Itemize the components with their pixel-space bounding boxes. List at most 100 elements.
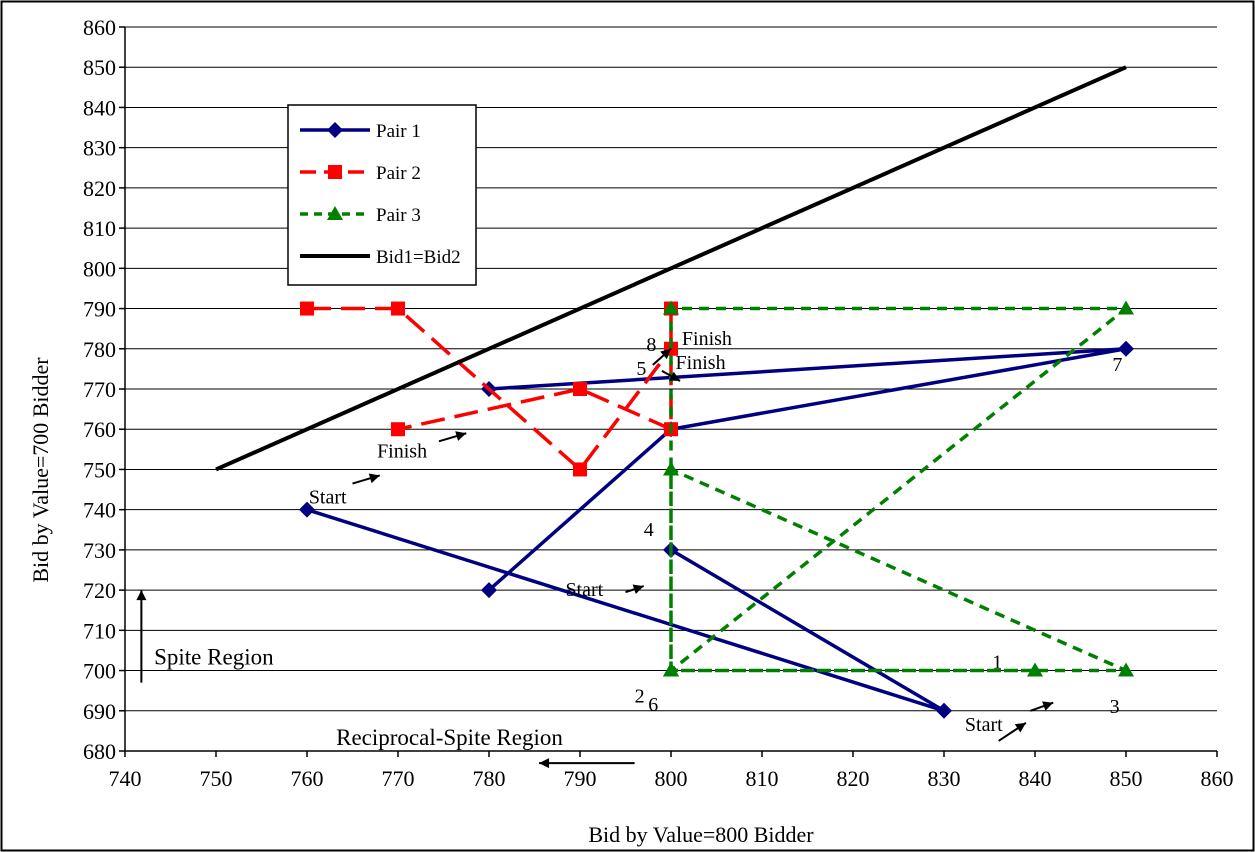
legend-item: Pair 2 xyxy=(300,163,421,184)
x-tick-label: 860 xyxy=(1201,766,1234,791)
data-point xyxy=(1118,300,1134,315)
y-tick-label: 740 xyxy=(83,498,116,523)
annotation-label: 4 xyxy=(644,519,654,541)
series-line xyxy=(215,65,1127,472)
legend-item: Pair 1 xyxy=(300,121,421,142)
y-tick-label: 730 xyxy=(83,538,116,563)
legend-item: Pair 3 xyxy=(300,205,421,226)
data-point xyxy=(300,301,314,316)
region-arrow-head xyxy=(136,590,147,601)
annotation-arrow-head xyxy=(668,371,681,381)
data-point xyxy=(663,300,679,315)
series-pair-3 xyxy=(663,300,1134,677)
annotation-arrow xyxy=(998,722,1027,742)
legend-label: Pair 3 xyxy=(376,205,421,226)
x-tick-label: 740 xyxy=(109,766,142,791)
annotation-arrow-head xyxy=(455,431,467,441)
data-point xyxy=(1118,340,1134,357)
y-tick-label: 790 xyxy=(83,297,116,322)
legend-label: Pair 2 xyxy=(376,163,421,184)
annotation-arrow-head xyxy=(1014,722,1026,733)
x-tick-label: 820 xyxy=(837,766,870,791)
x-tick-label: 760 xyxy=(291,766,324,791)
legend-label: Pair 1 xyxy=(376,121,421,142)
series-line xyxy=(669,306,1128,673)
annotation-arrow-head xyxy=(632,584,644,594)
annotation-arrow xyxy=(352,473,381,485)
data-point xyxy=(299,501,315,518)
y-tick-label: 690 xyxy=(83,699,116,724)
y-axis-title: Bid by Value=700 Bidder xyxy=(28,357,53,583)
series-line xyxy=(487,347,1128,592)
annotation-label: Start xyxy=(565,579,603,601)
data-point xyxy=(1027,662,1043,677)
y-tick-label: 800 xyxy=(83,256,116,281)
x-tick-label: 800 xyxy=(655,766,688,791)
annotation-arrow-head xyxy=(1042,701,1054,711)
x-tick-label: 840 xyxy=(1019,766,1052,791)
annotation-label: Finish xyxy=(676,352,726,374)
region-arrow-head xyxy=(539,758,550,769)
region-label: Spite Region xyxy=(154,645,274,670)
x-tick-label: 750 xyxy=(200,766,233,791)
x-tick-label: 770 xyxy=(382,766,415,791)
annotation-label: Finish xyxy=(377,440,427,462)
y-tick-label: 720 xyxy=(83,578,116,603)
region-arrow xyxy=(136,590,147,683)
data-point xyxy=(573,382,587,396)
annotation-arrow xyxy=(625,584,645,594)
annotation-label: Start xyxy=(309,487,347,509)
data-point xyxy=(1118,662,1134,677)
y-tick-label: 750 xyxy=(83,457,116,482)
series-bid1-bid2 xyxy=(215,65,1127,472)
data-point xyxy=(663,461,679,476)
data-point xyxy=(481,582,497,599)
legend-item: Bid1=Bid2 xyxy=(300,247,461,268)
annotation-label: 1 xyxy=(992,652,1002,674)
y-tick-label: 820 xyxy=(83,176,116,201)
x-tick-label: 850 xyxy=(1110,766,1143,791)
y-tick-label: 810 xyxy=(83,216,116,241)
x-tick-label: 790 xyxy=(564,766,597,791)
legend-marker xyxy=(327,122,343,138)
annotation-arrow xyxy=(438,431,467,443)
data-point xyxy=(936,702,952,719)
data-point xyxy=(663,662,679,677)
data-point xyxy=(391,422,405,437)
annotation-label: 7 xyxy=(1112,354,1122,376)
region-label: Reciprocal-Spite Region xyxy=(336,725,563,750)
data-point xyxy=(391,301,405,316)
annotation-arrow-head xyxy=(660,348,671,360)
annotation-label: 5 xyxy=(636,358,646,380)
series-group xyxy=(215,65,1134,719)
annotation-arrow xyxy=(661,370,681,382)
x-tick-label: 830 xyxy=(928,766,961,791)
annotation-label: 3 xyxy=(1110,696,1120,718)
legend: Pair 1 Pair 2 Pair 3 Bid1=Bid2 xyxy=(287,104,477,286)
data-point xyxy=(573,462,587,477)
annotation-label: Finish xyxy=(682,328,732,350)
x-axis-title: Bid by Value=800 Bidder xyxy=(588,822,814,847)
y-tick-label: 850 xyxy=(83,55,116,80)
axes: 680 690 700 710 720 730 740 750 760 770 780 790 800 8… xyxy=(83,15,1234,791)
y-tick-label: 770 xyxy=(83,377,116,402)
x-tick-label: 780 xyxy=(473,766,506,791)
y-tick-label: 780 xyxy=(83,337,116,362)
y-tick-label: 760 xyxy=(83,417,116,442)
y-tick-label: 840 xyxy=(83,95,116,120)
annotation-label: 8 xyxy=(646,334,656,356)
legend-marker xyxy=(328,165,342,179)
y-tick-label: 830 xyxy=(83,136,116,161)
annotation-arrow xyxy=(1030,701,1054,712)
legend-marker xyxy=(327,206,343,220)
annotation-label: Start xyxy=(965,714,1003,736)
x-tick-label: 810 xyxy=(746,766,779,791)
y-tick-label: 710 xyxy=(83,618,116,643)
annotation-arrow-head xyxy=(368,473,380,484)
y-tick-label: 700 xyxy=(83,659,116,684)
annotation-label: 2 xyxy=(635,686,645,708)
annotations: StartFinishStartStartFinishFinish8547132… xyxy=(136,328,1122,769)
